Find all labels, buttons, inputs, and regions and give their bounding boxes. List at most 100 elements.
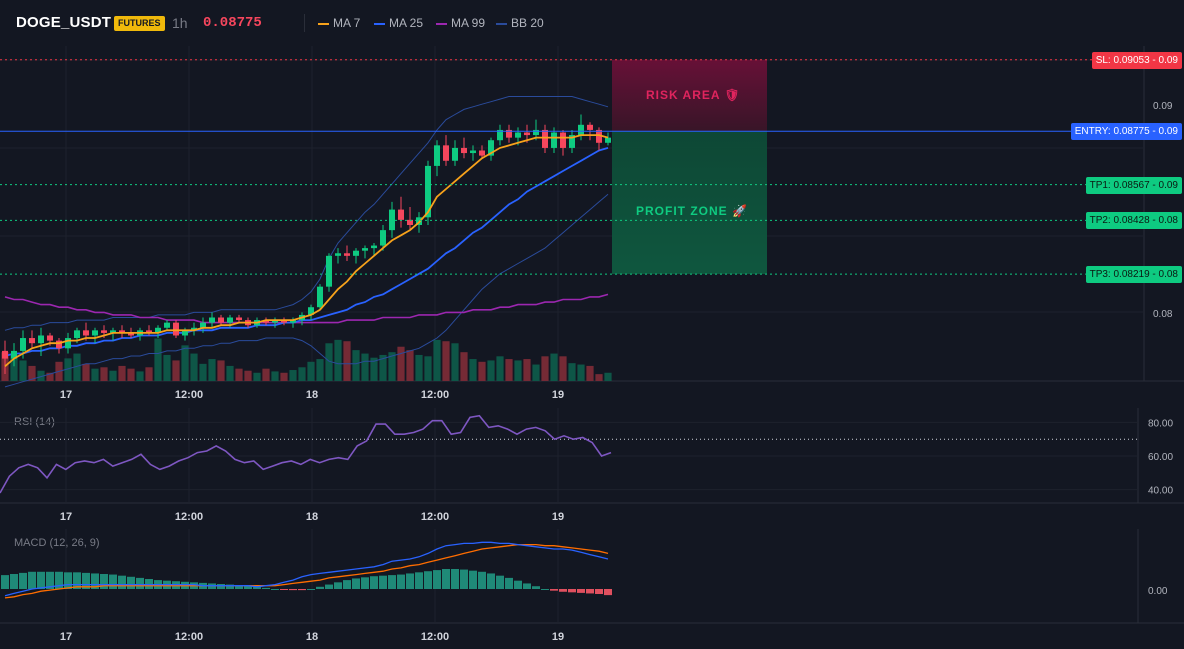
tp2-level-label: TP2: 0.08428 xyxy=(1089,215,1150,227)
timeframe-label[interactable]: 1h xyxy=(172,15,188,31)
tag-separator: - xyxy=(1149,54,1159,66)
macd-line xyxy=(4,541,609,597)
macd-histogram-bar xyxy=(469,570,477,589)
macd-histogram-bar xyxy=(370,576,378,589)
volume-bar xyxy=(100,367,108,381)
macd-histogram-bar xyxy=(82,572,90,589)
legend-ma25[interactable]: MA 25 xyxy=(374,16,423,30)
rsi-line xyxy=(0,414,612,494)
volume-bar xyxy=(37,370,45,381)
tp1-level-tag[interactable]: TP1: 0.08567 - 0.09 xyxy=(1085,176,1182,194)
candle-body xyxy=(389,209,395,231)
tp2-axis-value: 0.08 xyxy=(1158,215,1178,227)
macd-histogram-bar xyxy=(505,577,513,589)
tag-separator: - xyxy=(1149,126,1159,138)
x-tick-label: 18 xyxy=(306,389,318,401)
macd-histogram-bar xyxy=(136,577,144,589)
tp1-axis-value: 0.09 xyxy=(1158,179,1178,191)
volume-bar xyxy=(334,339,342,381)
candle-body xyxy=(209,317,215,323)
candle-body xyxy=(281,320,287,323)
volume-bar xyxy=(577,364,585,381)
macd-histogram-bar xyxy=(415,572,423,589)
volume-bar xyxy=(208,359,216,381)
volume-bar xyxy=(253,372,261,381)
candle-body xyxy=(191,327,197,331)
macd-histogram-bar xyxy=(478,571,486,589)
macd-histogram-bar xyxy=(262,587,270,589)
volume-bar xyxy=(145,367,153,381)
bb-lower-line xyxy=(4,193,609,388)
volume-bar xyxy=(532,364,540,381)
macd-histogram-bar xyxy=(325,584,333,589)
legend-ma99[interactable]: MA 99 xyxy=(436,16,485,30)
volume-bar xyxy=(604,372,612,381)
macd-histogram-bar xyxy=(1,575,9,589)
candle-body xyxy=(290,320,296,323)
candle-body xyxy=(218,317,224,323)
sl-level-label: SL: 0.09053 xyxy=(1095,54,1150,66)
macd-histogram-bar xyxy=(496,575,504,589)
symbol-title[interactable]: DOGE_USDT xyxy=(16,14,112,31)
volume-bar xyxy=(379,354,387,381)
candle-body xyxy=(146,330,152,333)
legend-bb20[interactable]: BB 20 xyxy=(496,16,544,30)
candle-body xyxy=(263,320,269,323)
candle-body xyxy=(578,124,584,136)
tp3-level-tag[interactable]: TP3: 0.08219 - 0.08 xyxy=(1085,266,1182,284)
volume-bar xyxy=(244,370,252,381)
candle-body xyxy=(92,330,98,336)
macd-histogram-bar xyxy=(226,584,234,589)
macd-histogram-bar xyxy=(532,586,540,589)
macd-histogram-bar xyxy=(127,576,135,589)
volume-bar xyxy=(172,360,180,381)
candle-body xyxy=(110,330,116,333)
volume-bar xyxy=(91,368,99,381)
volume-bar xyxy=(406,350,414,381)
volume-bar xyxy=(163,354,171,381)
volume-bar xyxy=(73,353,81,381)
candle-body xyxy=(56,340,62,349)
candle-body xyxy=(20,338,26,351)
volume-bar xyxy=(469,359,477,381)
volume-bar xyxy=(307,361,315,381)
tp3-level-label: TP3: 0.08219 xyxy=(1089,269,1150,281)
volume-bar xyxy=(316,359,324,381)
legend-ma7[interactable]: MA 7 xyxy=(318,16,360,30)
macd-histogram-bar xyxy=(28,571,36,589)
candle-body xyxy=(119,330,125,333)
macd-histogram-bar xyxy=(487,573,495,589)
x-tick-label: 12:00 xyxy=(421,389,449,401)
x-tick-label: 17 xyxy=(60,389,72,401)
macd-histogram-bar xyxy=(334,582,342,589)
volume-bar xyxy=(433,339,441,381)
macd-title: MACD (12, 26, 9) xyxy=(14,537,100,549)
tp2-level-tag[interactable]: TP2: 0.08428 - 0.08 xyxy=(1085,212,1182,230)
volume-bar xyxy=(343,341,351,381)
candle-body xyxy=(560,132,566,148)
x-tick-label: 17 xyxy=(60,511,72,523)
volume-bar xyxy=(217,360,225,381)
chart-header: DOGE_USDT FUTURES 1h 0.08775 MA 7 MA 25 … xyxy=(0,0,1184,46)
candle-body xyxy=(470,150,476,154)
entry-axis-value: 0.09 xyxy=(1158,126,1178,138)
macd-histogram-bar xyxy=(442,569,450,589)
volume-bar xyxy=(154,338,162,381)
volume-bar xyxy=(451,343,459,381)
volume-bar xyxy=(478,361,486,381)
candle-body xyxy=(425,165,431,218)
macd-histogram-bar xyxy=(406,573,414,589)
x-tick-label: 12:00 xyxy=(175,389,203,401)
legend-label-ma25: MA 25 xyxy=(389,16,424,30)
macd-histogram-bar xyxy=(64,572,72,589)
entry-level-tag[interactable]: ENTRY: 0.08775 - 0.09 xyxy=(1070,123,1182,141)
macd-histogram-bar xyxy=(397,574,405,589)
risk-zone xyxy=(612,59,767,132)
price-tick-label: 0.09 xyxy=(1153,101,1173,112)
macd-histogram-bar xyxy=(352,578,360,589)
candle-body xyxy=(488,140,494,156)
macd-histogram-bar xyxy=(559,589,567,592)
candle-body xyxy=(308,307,314,315)
sl-level-tag[interactable]: SL: 0.09053 - 0.09 xyxy=(1091,51,1182,69)
